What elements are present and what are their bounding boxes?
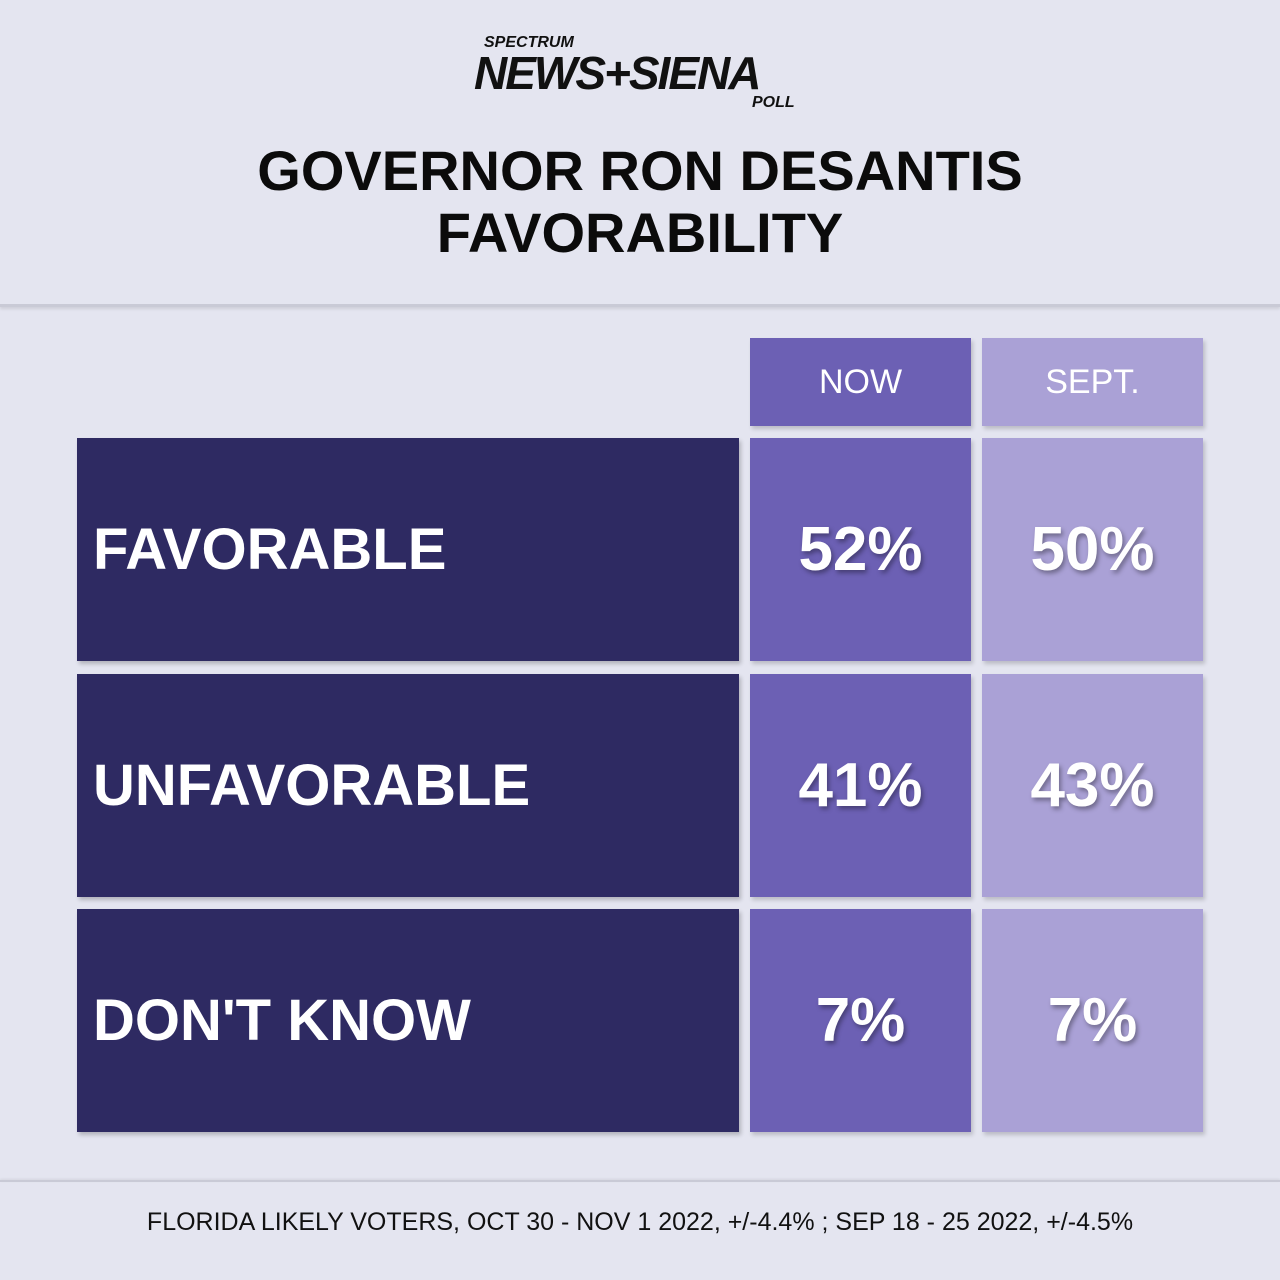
- title-line-2: FAVORABILITY: [436, 201, 844, 264]
- row-label-favorable: FAVORABLE: [77, 438, 739, 661]
- logo-top-text: SPECTRUM: [484, 34, 574, 51]
- cell-unfavorable-sept: 43%: [982, 674, 1203, 897]
- row-label-unfavorable: UNFAVORABLE: [77, 674, 739, 897]
- column-header-sept: SEPT.: [982, 338, 1203, 426]
- spectrum-news-siena-poll-logo: SPECTRUM NEWS+SIENA POLL: [470, 30, 815, 116]
- footnote: FLORIDA LIKELY VOTERS, OCT 30 - NOV 1 20…: [146, 1208, 1134, 1236]
- logo-bottom-text: POLL: [752, 94, 795, 111]
- cell-dont-know-sept: 7%: [982, 909, 1203, 1132]
- cell-favorable-now: 52%: [750, 438, 971, 661]
- cell-dont-know-now: 7%: [750, 909, 971, 1132]
- chart-title: GOVERNOR RON DESANTIS FAVORABILITY: [0, 140, 1280, 264]
- header: SPECTRUM NEWS+SIENA POLL GOVERNOR RON DE…: [0, 0, 1280, 307]
- cell-unfavorable-now: 41%: [750, 674, 971, 897]
- footer-divider: [0, 1180, 1280, 1182]
- title-line-1: GOVERNOR RON DESANTIS: [257, 139, 1023, 202]
- cell-favorable-sept: 50%: [982, 438, 1203, 661]
- column-header-now: NOW: [750, 338, 971, 426]
- logo-main-text: NEWS+SIENA: [474, 47, 761, 99]
- row-label-dont-know: DON'T KNOW: [77, 909, 739, 1132]
